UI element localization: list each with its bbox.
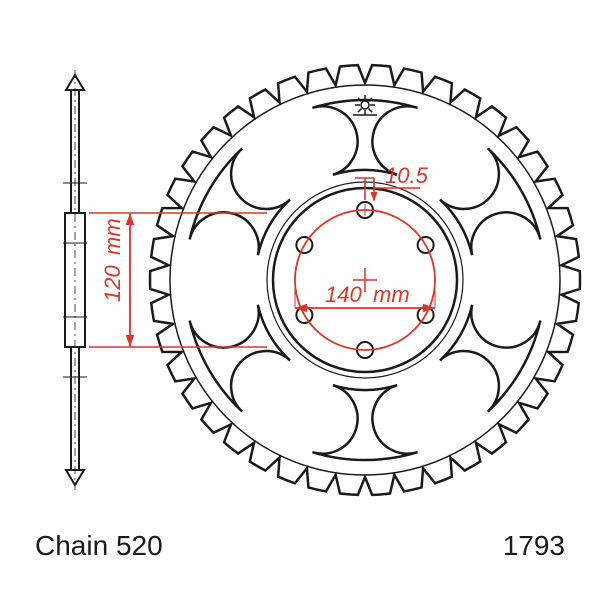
dim-profile-height-unit: mm (100, 218, 125, 255)
dim-bolt-hole: 10.5 (385, 163, 429, 188)
part-number: 1793 (503, 530, 565, 561)
dim-bolt-circle: 140 (325, 282, 362, 307)
dim-bolt-circle-unit: mm (373, 282, 410, 307)
bottom-labels: Chain 520 1793 (35, 530, 565, 561)
chain-label: Chain 520 (35, 530, 163, 561)
mark-icon (353, 95, 377, 115)
dim-profile-height: 120 (100, 265, 125, 302)
sprocket-side-profile (63, 70, 87, 490)
